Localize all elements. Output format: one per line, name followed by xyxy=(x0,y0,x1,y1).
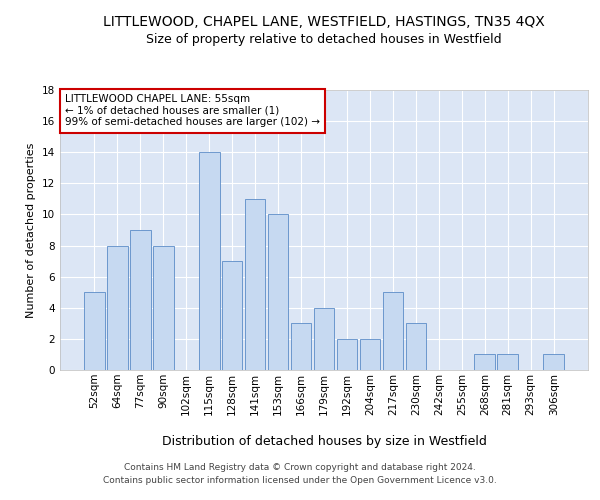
Bar xyxy=(222,261,242,370)
Bar xyxy=(245,199,265,370)
Bar xyxy=(314,308,334,370)
Bar xyxy=(497,354,518,370)
Bar xyxy=(84,292,104,370)
Bar xyxy=(337,339,358,370)
Bar xyxy=(153,246,173,370)
Bar xyxy=(290,324,311,370)
Bar xyxy=(544,354,564,370)
Bar xyxy=(107,246,128,370)
Y-axis label: Number of detached properties: Number of detached properties xyxy=(26,142,37,318)
Text: Contains public sector information licensed under the Open Government Licence v3: Contains public sector information licen… xyxy=(103,476,497,485)
Text: LITTLEWOOD CHAPEL LANE: 55sqm
← 1% of detached houses are smaller (1)
99% of sem: LITTLEWOOD CHAPEL LANE: 55sqm ← 1% of de… xyxy=(65,94,320,128)
Bar xyxy=(475,354,495,370)
Text: Contains HM Land Registry data © Crown copyright and database right 2024.: Contains HM Land Registry data © Crown c… xyxy=(124,462,476,471)
Bar xyxy=(406,324,426,370)
Bar xyxy=(383,292,403,370)
Text: Size of property relative to detached houses in Westfield: Size of property relative to detached ho… xyxy=(146,32,502,46)
Text: Distribution of detached houses by size in Westfield: Distribution of detached houses by size … xyxy=(161,435,487,448)
Bar xyxy=(268,214,289,370)
Bar xyxy=(359,339,380,370)
Bar xyxy=(199,152,220,370)
Text: LITTLEWOOD, CHAPEL LANE, WESTFIELD, HASTINGS, TN35 4QX: LITTLEWOOD, CHAPEL LANE, WESTFIELD, HAST… xyxy=(103,15,545,29)
Bar xyxy=(130,230,151,370)
